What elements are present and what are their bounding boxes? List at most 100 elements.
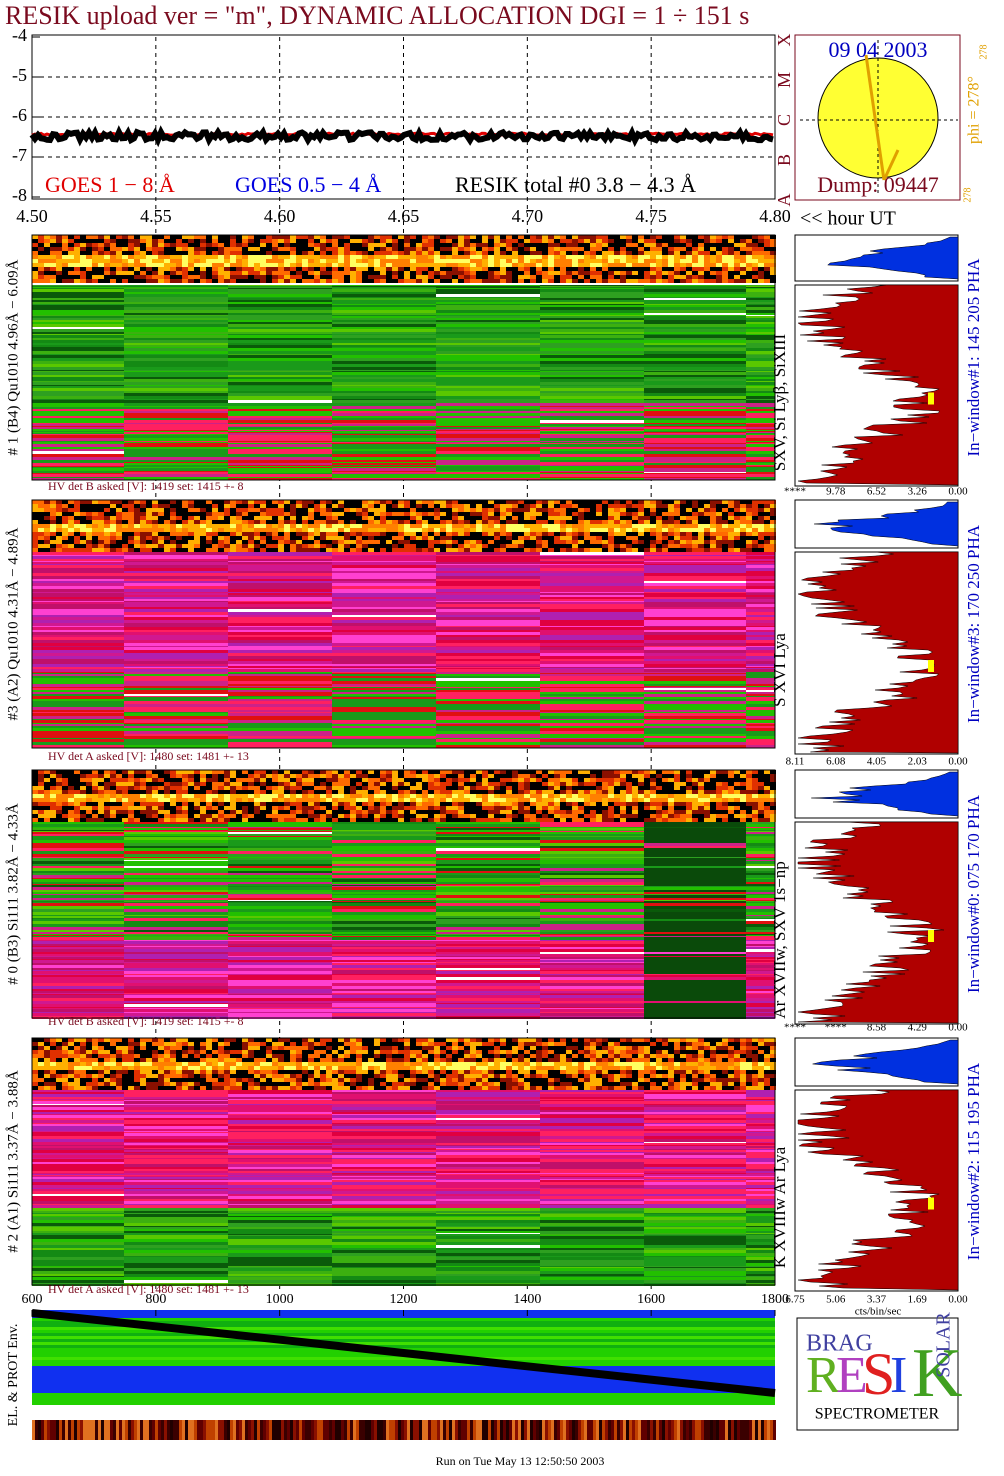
band-cell xyxy=(86,263,92,267)
spectrogram-row xyxy=(32,471,124,472)
band-cell xyxy=(170,532,176,536)
band-cell xyxy=(752,774,758,778)
band-cell xyxy=(758,271,764,275)
band-cell xyxy=(518,235,524,239)
band-cell xyxy=(650,532,656,536)
band-cell xyxy=(716,500,722,504)
band-cell xyxy=(416,770,422,774)
spectrogram-row xyxy=(332,650,436,653)
band-cell xyxy=(404,540,410,544)
band-cell xyxy=(308,271,314,275)
band-cell xyxy=(560,770,566,774)
spectrogram-row xyxy=(746,372,775,375)
spectrogram-row xyxy=(746,340,775,343)
band-cell xyxy=(62,259,68,263)
band-cell xyxy=(416,251,422,255)
band-cell xyxy=(98,267,104,271)
band-cell xyxy=(596,536,602,540)
x-tick-label: 4.50 xyxy=(16,206,48,226)
band-cell xyxy=(260,267,266,271)
spectrogram-row xyxy=(32,449,124,451)
band-cell xyxy=(458,243,464,247)
band-cell xyxy=(560,235,566,239)
band-cell xyxy=(50,263,56,267)
band-cell xyxy=(110,544,116,548)
band-cell xyxy=(398,275,404,279)
band-cell xyxy=(182,536,188,540)
spectrogram-row xyxy=(540,586,644,589)
spectrogram-row xyxy=(746,443,775,444)
band-cell xyxy=(326,251,332,255)
spectrogram-row xyxy=(746,690,775,692)
band-cell xyxy=(332,247,338,251)
band-cell xyxy=(428,524,434,528)
spectrogram-row xyxy=(644,313,746,315)
band-cell xyxy=(428,536,434,540)
spectrogram-row xyxy=(540,434,644,435)
spectrogram-row xyxy=(436,472,540,473)
spectrogram-row xyxy=(32,552,124,555)
band-cell xyxy=(662,516,668,520)
band-cell xyxy=(578,235,584,239)
band-cell xyxy=(512,275,518,279)
band-cell xyxy=(680,504,686,508)
spectrogram-row xyxy=(332,424,436,426)
band-cell xyxy=(344,544,350,548)
band-cell xyxy=(410,504,416,508)
band-cell xyxy=(284,251,290,255)
spectrogram-row xyxy=(436,294,540,297)
band-cell xyxy=(722,508,728,512)
band-cell xyxy=(56,259,62,263)
spectrogram-row xyxy=(540,647,644,650)
spectrogram-row xyxy=(540,690,644,692)
band-cell xyxy=(506,251,512,255)
spectrogram-row xyxy=(332,632,436,635)
band-cell xyxy=(260,500,266,504)
band-cell xyxy=(458,239,464,243)
spectrogram-row xyxy=(124,559,228,561)
spectrogram-row xyxy=(644,426,746,427)
band-cell xyxy=(764,247,770,251)
band-cell xyxy=(356,251,362,255)
band-cell xyxy=(692,528,698,532)
spectrogram-row xyxy=(124,726,228,728)
spectrogram-row xyxy=(124,617,228,620)
spectrogram-row xyxy=(746,738,775,739)
spectrogram-row xyxy=(540,423,644,424)
spectrogram-row xyxy=(644,463,746,465)
band-cell xyxy=(62,536,68,540)
band-cell xyxy=(266,540,272,544)
band-cell xyxy=(332,255,338,259)
spectrogram-row xyxy=(32,664,124,666)
band-cell xyxy=(68,255,74,259)
band-cell xyxy=(578,548,584,552)
band-cell xyxy=(188,512,194,516)
band-cell xyxy=(698,263,704,267)
band-cell xyxy=(698,239,704,243)
spectrogram-row xyxy=(436,351,540,354)
band-cell xyxy=(440,770,446,774)
band-cell xyxy=(470,774,476,778)
band-cell xyxy=(734,235,740,239)
spectrogram-row xyxy=(228,635,332,637)
band-cell xyxy=(530,243,536,247)
band-cell xyxy=(266,548,272,552)
band-cell xyxy=(122,540,128,544)
band-cell xyxy=(344,247,350,251)
spectrogram-row xyxy=(32,416,124,418)
band-cell xyxy=(458,524,464,528)
spectrogram-row xyxy=(540,399,644,400)
band-cell xyxy=(224,259,230,263)
spectrogram-row xyxy=(540,728,644,731)
spectrogram-row xyxy=(644,656,746,659)
band-cell xyxy=(254,544,260,548)
band-cell xyxy=(320,548,326,552)
band-cell xyxy=(428,500,434,504)
band-cell xyxy=(488,255,494,259)
band-cell xyxy=(176,235,182,239)
band-cell xyxy=(194,770,200,774)
spectrogram-row xyxy=(746,468,775,471)
spectrogram-row xyxy=(644,668,746,669)
band-cell xyxy=(230,548,236,552)
band-cell xyxy=(362,512,368,516)
